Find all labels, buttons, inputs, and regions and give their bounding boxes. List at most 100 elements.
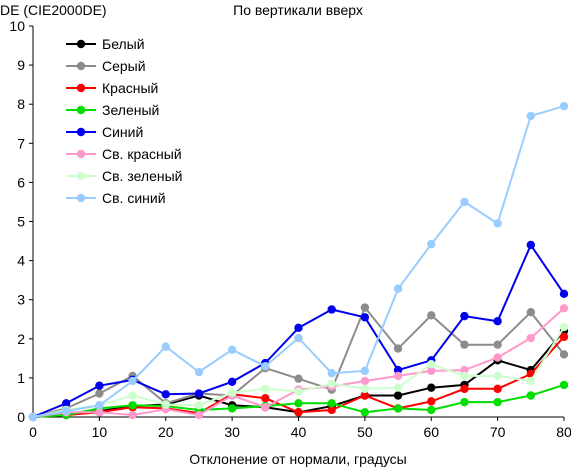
data-point: [128, 376, 137, 386]
data-point: [327, 305, 336, 314]
legend-swatch-marker: [76, 83, 86, 93]
data-point: [128, 391, 137, 400]
data-point: [360, 408, 370, 417]
data-point: [194, 367, 204, 377]
data-point: [327, 405, 336, 415]
data-point: [294, 399, 303, 408]
legend: Белый Серый Красный Зеленый Синий Св. красный…: [66, 36, 182, 206]
x-tick-label: 80: [556, 424, 571, 440]
y-tick-label: 3: [17, 292, 25, 308]
legend-label: Синий: [102, 124, 143, 140]
x-axis-title: Отклонение от нормали, градусы: [189, 451, 406, 467]
x-tick-label: 20: [158, 424, 174, 440]
data-point: [526, 111, 536, 121]
data-point: [261, 384, 270, 394]
data-point: [427, 397, 436, 406]
data-point: [493, 384, 502, 394]
x-tick-label: 0: [29, 424, 37, 440]
legend-item: Серый: [66, 58, 146, 74]
legend-item: Св. синий: [66, 190, 166, 206]
data-point: [128, 401, 137, 410]
data-point: [559, 350, 569, 359]
data-point: [526, 240, 536, 250]
data-point: [493, 371, 502, 381]
legend-swatch-marker: [76, 149, 86, 159]
legend-label: Серый: [102, 58, 146, 74]
legend-swatch-marker: [76, 39, 86, 49]
data-point: [294, 374, 303, 383]
data-point: [95, 389, 104, 398]
y-tick-label: 7: [17, 135, 25, 151]
data-point: [559, 322, 569, 332]
data-point: [493, 340, 502, 349]
data-point: [559, 332, 569, 342]
data-point: [161, 390, 170, 399]
data-point: [95, 408, 104, 417]
series-8: [28, 101, 569, 422]
data-point: [61, 399, 71, 408]
data-point: [493, 397, 502, 407]
legend-swatch-marker: [76, 61, 86, 71]
data-point: [393, 404, 403, 413]
legend-item: Св. красный: [66, 146, 182, 162]
legend-label: Св. зеленый: [102, 168, 182, 184]
data-point: [460, 365, 469, 375]
legend-label: Св. синий: [102, 190, 166, 206]
data-point: [161, 400, 170, 409]
legend-item: Св. зеленый: [66, 168, 182, 184]
y-tick-label: 10: [9, 18, 25, 34]
y-tick-label: 1: [17, 370, 25, 386]
x-tick-label: 70: [490, 424, 506, 440]
data-point: [227, 404, 237, 413]
y-tick-label: 9: [17, 57, 25, 73]
data-point: [294, 408, 303, 417]
axes: 0 1 2 3 4 5 6 7 8 9 10 0 10 20 30 40 50 60 70 80: [9, 18, 571, 440]
data-point: [294, 333, 303, 343]
data-point: [460, 340, 469, 349]
data-point: [559, 304, 569, 313]
data-point: [460, 371, 469, 381]
data-point: [559, 289, 569, 299]
data-point: [360, 376, 370, 386]
plot-area: [28, 101, 569, 422]
x-tick-label: 30: [224, 424, 240, 440]
data-point: [526, 376, 536, 386]
y-tick-label: 8: [17, 96, 25, 112]
data-point: [227, 377, 237, 387]
data-point: [294, 323, 303, 333]
data-point: [28, 412, 38, 422]
data-point: [227, 388, 237, 397]
data-point: [393, 365, 403, 375]
data-point: [360, 313, 370, 322]
y-tick-label: 4: [17, 253, 25, 269]
data-point: [393, 383, 403, 392]
data-point: [95, 381, 104, 390]
data-point: [261, 361, 270, 371]
x-tick-label: 40: [291, 424, 307, 440]
data-point: [427, 366, 436, 376]
data-point: [427, 239, 436, 249]
data-point: [327, 369, 336, 378]
legend-item: Зеленый: [66, 102, 159, 118]
data-point: [427, 360, 436, 369]
data-point: [261, 394, 270, 403]
data-point: [460, 384, 469, 394]
legend-item: Красный: [66, 80, 158, 96]
x-tick-label: 10: [92, 424, 108, 440]
legend-label: Св. красный: [102, 146, 182, 162]
data-point: [427, 405, 436, 415]
y-axis-title: DE (CIE2000DE): [0, 2, 107, 18]
x-tick-label: 50: [357, 424, 373, 440]
data-point: [194, 410, 204, 420]
data-point: [327, 399, 336, 408]
data-point: [427, 383, 436, 392]
legend-label: Красный: [102, 80, 158, 96]
legend-swatch-marker: [76, 171, 86, 181]
y-tick-label: 5: [17, 214, 25, 230]
data-point: [194, 401, 204, 410]
data-point: [261, 403, 270, 412]
chart-title: По вертикали вверх: [233, 2, 363, 18]
data-point: [393, 391, 403, 400]
data-point: [460, 197, 469, 207]
